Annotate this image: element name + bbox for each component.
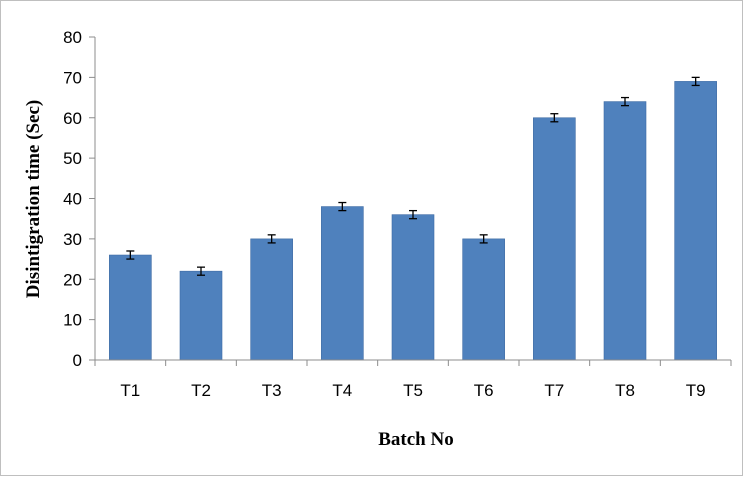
error-bar-t9 [691, 76, 700, 87]
y-axis-ticks: 0 10 20 30 40 50 60 70 80 [63, 28, 95, 370]
y-tick-label: 40 [63, 190, 82, 209]
x-tick-label: T2 [191, 381, 211, 400]
x-tick-label: T9 [686, 381, 706, 400]
x-axis-title: Batch No [378, 429, 453, 450]
bar-t1 [109, 254, 152, 361]
y-axis-title: Disintigration time (Sec) [23, 100, 44, 298]
error-bar-t8 [621, 96, 629, 107]
bar-t2 [179, 270, 223, 361]
x-tick-label: T8 [615, 381, 635, 400]
x-tick-label: T4 [332, 381, 352, 400]
bar-t7 [533, 117, 576, 361]
bar-t5 [391, 214, 435, 361]
y-tick-label: 80 [63, 28, 82, 47]
error-bar-t7 [550, 113, 559, 123]
error-bar-t1 [126, 250, 135, 260]
y-tick-label: 0 [73, 351, 82, 370]
bar-t9 [674, 81, 717, 361]
y-tick-label: 60 [63, 109, 82, 128]
y-tick-label: 10 [63, 311, 82, 330]
x-axis-ticks: T1 T2 T3 T4 T5 T6 T7 T8 T9 [94, 360, 732, 400]
bar-t4 [321, 206, 364, 361]
x-tick-label: T5 [403, 381, 423, 400]
error-bar-t4 [338, 201, 347, 212]
error-bar-t2 [197, 266, 205, 276]
x-tick-label: T7 [544, 381, 564, 400]
x-tick-label: T6 [474, 381, 494, 400]
y-tick-label: 50 [63, 149, 82, 168]
bar-series [109, 81, 717, 361]
x-tick-label: T3 [262, 381, 282, 400]
error-bars [126, 76, 700, 276]
bar-t3 [250, 238, 293, 361]
error-bar-t6 [479, 234, 488, 244]
bar-t8 [603, 101, 647, 361]
y-tick-label: 30 [63, 230, 82, 249]
error-bar-t3 [267, 234, 276, 244]
bar-t6 [462, 238, 505, 361]
x-tick-label: T1 [120, 381, 140, 400]
y-tick-label: 20 [63, 270, 82, 289]
error-bar-t5 [409, 209, 417, 220]
y-tick-label: 70 [63, 68, 82, 87]
